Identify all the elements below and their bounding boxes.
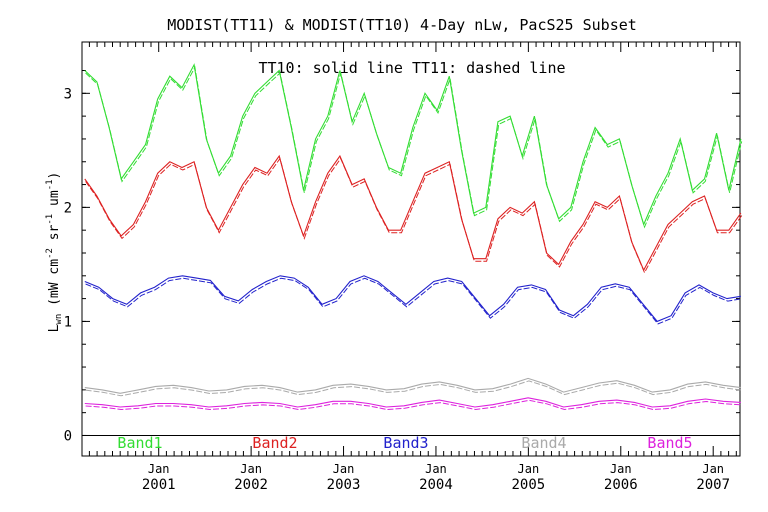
series-band5 [84,397,742,411]
x-tick-year-label: 2006 [604,477,638,493]
legend-entry: Band1 [117,434,162,452]
x-tick-month-label: Jan [518,462,540,476]
x-tick-month-label: Jan [425,462,447,476]
series-band1 [84,63,743,229]
legend-entry: Band5 [647,434,692,452]
series-line-dashed [85,399,742,411]
x-tick-year-label: 2007 [696,477,730,493]
x-tick-year-label: 2004 [419,477,453,493]
x-tick-month-label: Jan [702,462,724,476]
line-style-note: TT10: solid line TT11: dashed line [258,59,565,77]
series-band2 [84,154,743,274]
series-band4 [84,377,742,397]
series-line-dashed [85,157,743,274]
legend-entry: Band4 [521,434,566,452]
series-line-dashed [85,380,742,397]
series-line-solid [84,154,742,272]
chart-title: MODIST(TT11) & MODIST(TT10) 4-Day nLw, P… [167,16,637,34]
series-line-dashed [85,277,742,325]
x-axis: Jan2001Jan2002Jan2003Jan2004Jan2005Jan20… [88,42,737,493]
x-tick-month-label: Jan [333,462,355,476]
y-tick-label: 0 [64,428,72,444]
y-tick-label: 2 [64,200,72,216]
legend-entry: Band3 [383,434,428,452]
y-axis: 0 1 2 3 [64,70,740,444]
x-tick-month-label: Jan [148,462,170,476]
series-line-dashed [85,65,743,229]
series-line-solid [84,275,741,323]
y-tick-label: 1 [64,314,72,330]
y-tick-label: 3 [64,86,72,102]
series-band3 [84,275,742,325]
legend: Band1 Band2 Band3 Band4 Band5 [117,434,692,452]
x-tick-year-label: 2003 [327,477,361,493]
x-tick-month-label: Jan [610,462,632,476]
x-tick-month-label: Jan [240,462,262,476]
legend-entry: Band2 [252,434,297,452]
series-line-solid [84,397,741,408]
x-tick-year-label: 2002 [234,477,268,493]
series-line-solid [84,377,741,394]
plot-frame [81,41,741,457]
series-layer [84,63,743,411]
x-tick-year-label: 2005 [512,477,546,493]
x-tick-year-label: 2001 [142,477,176,493]
y-axis-label: Lwn (mW cm-2 sr-1 um-1) [45,172,64,333]
